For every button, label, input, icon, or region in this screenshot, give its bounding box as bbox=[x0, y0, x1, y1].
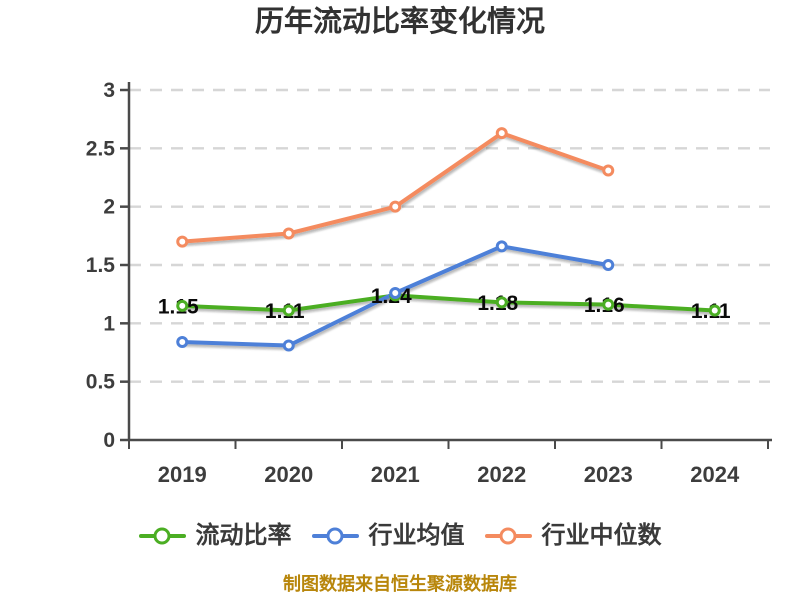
y-tick-label-2.5: 2.5 bbox=[86, 137, 116, 160]
chart-title: 历年流动比率变化情况 bbox=[254, 6, 545, 38]
legend-item-current-ratio[interactable]: 流动比率 bbox=[138, 521, 292, 551]
marker-industry-average-2019 bbox=[176, 336, 189, 348]
marker-industry-median-2022 bbox=[495, 127, 508, 140]
marker-industry-average-2023 bbox=[602, 259, 615, 271]
series-line-current-ratio bbox=[180, 293, 717, 313]
data-source-note: 制图数据来自恒生聚源数据库 bbox=[283, 574, 517, 594]
x-axis-label-2022: 2022 bbox=[477, 462, 526, 487]
y-tick-label-3: 3 bbox=[103, 79, 115, 102]
legend-item-industry-average[interactable]: 行业均值 bbox=[311, 521, 465, 551]
legend-label-industry-average: 行业均值 bbox=[368, 522, 465, 549]
marker-industry-median-2019 bbox=[176, 235, 189, 248]
legend-label-industry-median: 行业中位数 bbox=[541, 522, 662, 549]
legend: 流动比率 行业均值 行业中位数 bbox=[0, 521, 800, 551]
marker-industry-median-2020 bbox=[282, 227, 295, 240]
marker-current-ratio-2019 bbox=[176, 299, 189, 312]
y-tick-label-1: 1 bbox=[103, 312, 115, 335]
legend-item-industry-median[interactable]: 行业中位数 bbox=[484, 521, 662, 551]
x-axis-label-2021: 2021 bbox=[371, 462, 420, 487]
marker-industry-average-2021 bbox=[389, 287, 402, 299]
legend-marker-current-ratio-icon bbox=[138, 526, 186, 546]
y-tick-label-2: 2 bbox=[103, 196, 115, 219]
x-axis-label-2023: 2023 bbox=[584, 462, 633, 487]
x-axis-label-2020: 2020 bbox=[264, 462, 313, 487]
marker-industry-median-2021 bbox=[389, 200, 402, 213]
y-tick-label-0.5: 0.5 bbox=[86, 371, 116, 394]
y-tick-label-1.5: 1.5 bbox=[86, 254, 116, 277]
legend-marker-industry-average-icon bbox=[311, 526, 359, 546]
y-tick-label-0: 0 bbox=[103, 429, 115, 452]
x-axis-label-2024: 2024 bbox=[690, 462, 740, 487]
marker-industry-median-2023 bbox=[602, 164, 615, 177]
x-axis-label-2019: 2019 bbox=[158, 462, 207, 487]
marker-current-ratio-2022 bbox=[495, 296, 508, 309]
legend-label-current-ratio: 流动比率 bbox=[195, 522, 292, 549]
marker-industry-average-2020 bbox=[282, 339, 295, 352]
series-line-industry-median bbox=[180, 131, 611, 244]
marker-current-ratio-2024 bbox=[708, 304, 721, 317]
marker-current-ratio-2020 bbox=[282, 304, 295, 317]
legend-marker-industry-median-icon bbox=[484, 526, 532, 546]
marker-industry-average-2022 bbox=[495, 240, 508, 253]
marker-current-ratio-2023 bbox=[602, 298, 615, 311]
